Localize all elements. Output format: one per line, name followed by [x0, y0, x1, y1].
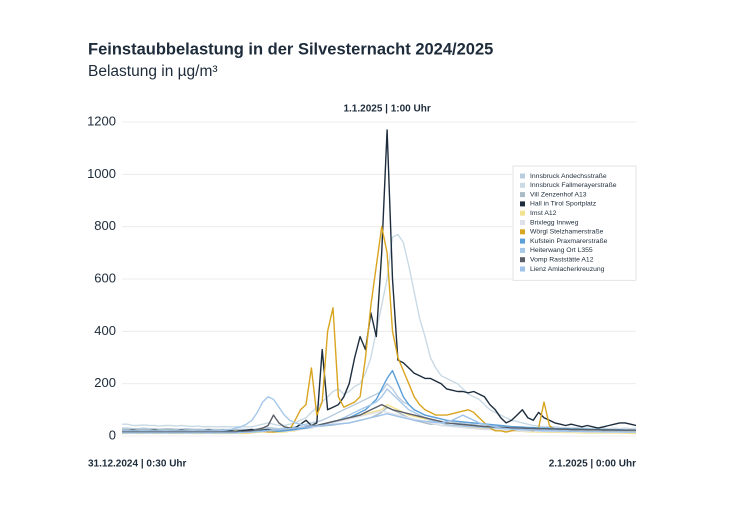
x-tick-label: 31.12.2024 | 0:30 Uhr [88, 459, 187, 470]
y-tick-label: 1200 [87, 113, 116, 128]
x-tick-label: 1.1.2025 | 1:00 Uhr [343, 104, 430, 115]
legend-label: Wörgl Stelzhamerstraße [530, 229, 603, 236]
legend-label: Innsbruck Fallmerayerstraße [530, 182, 617, 189]
legend-swatch [520, 192, 525, 198]
legend-box [512, 165, 637, 281]
legend-swatch [520, 229, 525, 235]
chart-subtitle: Belastung in µg/m³ [88, 63, 218, 80]
y-tick-label: 600 [94, 270, 116, 285]
legend-swatch [520, 266, 525, 272]
legend-label: Kufstein Praxmarerstraße [530, 238, 608, 245]
y-tick-label: 200 [94, 375, 116, 390]
legend-swatch [520, 247, 525, 253]
legend-label: Brixlegg Innweg [530, 219, 579, 226]
legend-swatch [520, 238, 525, 244]
legend-swatch [520, 201, 525, 207]
legend-label: Vomp Raststätte A12 [530, 256, 594, 263]
legend-swatch [520, 173, 525, 179]
y-tick-label: 1000 [87, 166, 116, 181]
series-line [122, 413, 636, 434]
legend-label: Vill Zenzenhof A13 [530, 191, 587, 198]
chart-title: Feinstaubbelastung in der Silvesternacht… [88, 40, 493, 58]
series-line [122, 369, 636, 433]
legend-label: Hall in Tirol Sportplatz [530, 201, 597, 208]
series-line [122, 403, 636, 433]
legend-label: Innsbruck Andechsstraße [530, 173, 607, 180]
legend-swatch [520, 220, 525, 225]
legend-label: Imst A12 [530, 210, 557, 217]
legend-swatch [520, 210, 525, 216]
x-tick-label: 2.1.2025 | 0:00 Uhr [549, 459, 636, 470]
legend-swatch [520, 182, 525, 188]
y-tick-label: 800 [94, 218, 116, 233]
legend-label: Lienz Amlacherkreuzung [530, 266, 605, 273]
legend-label: Heiterwang Ort L355 [530, 247, 593, 254]
legend-swatch [520, 257, 525, 263]
y-tick-label: 0 [109, 427, 116, 442]
y-tick-label: 400 [94, 323, 116, 338]
